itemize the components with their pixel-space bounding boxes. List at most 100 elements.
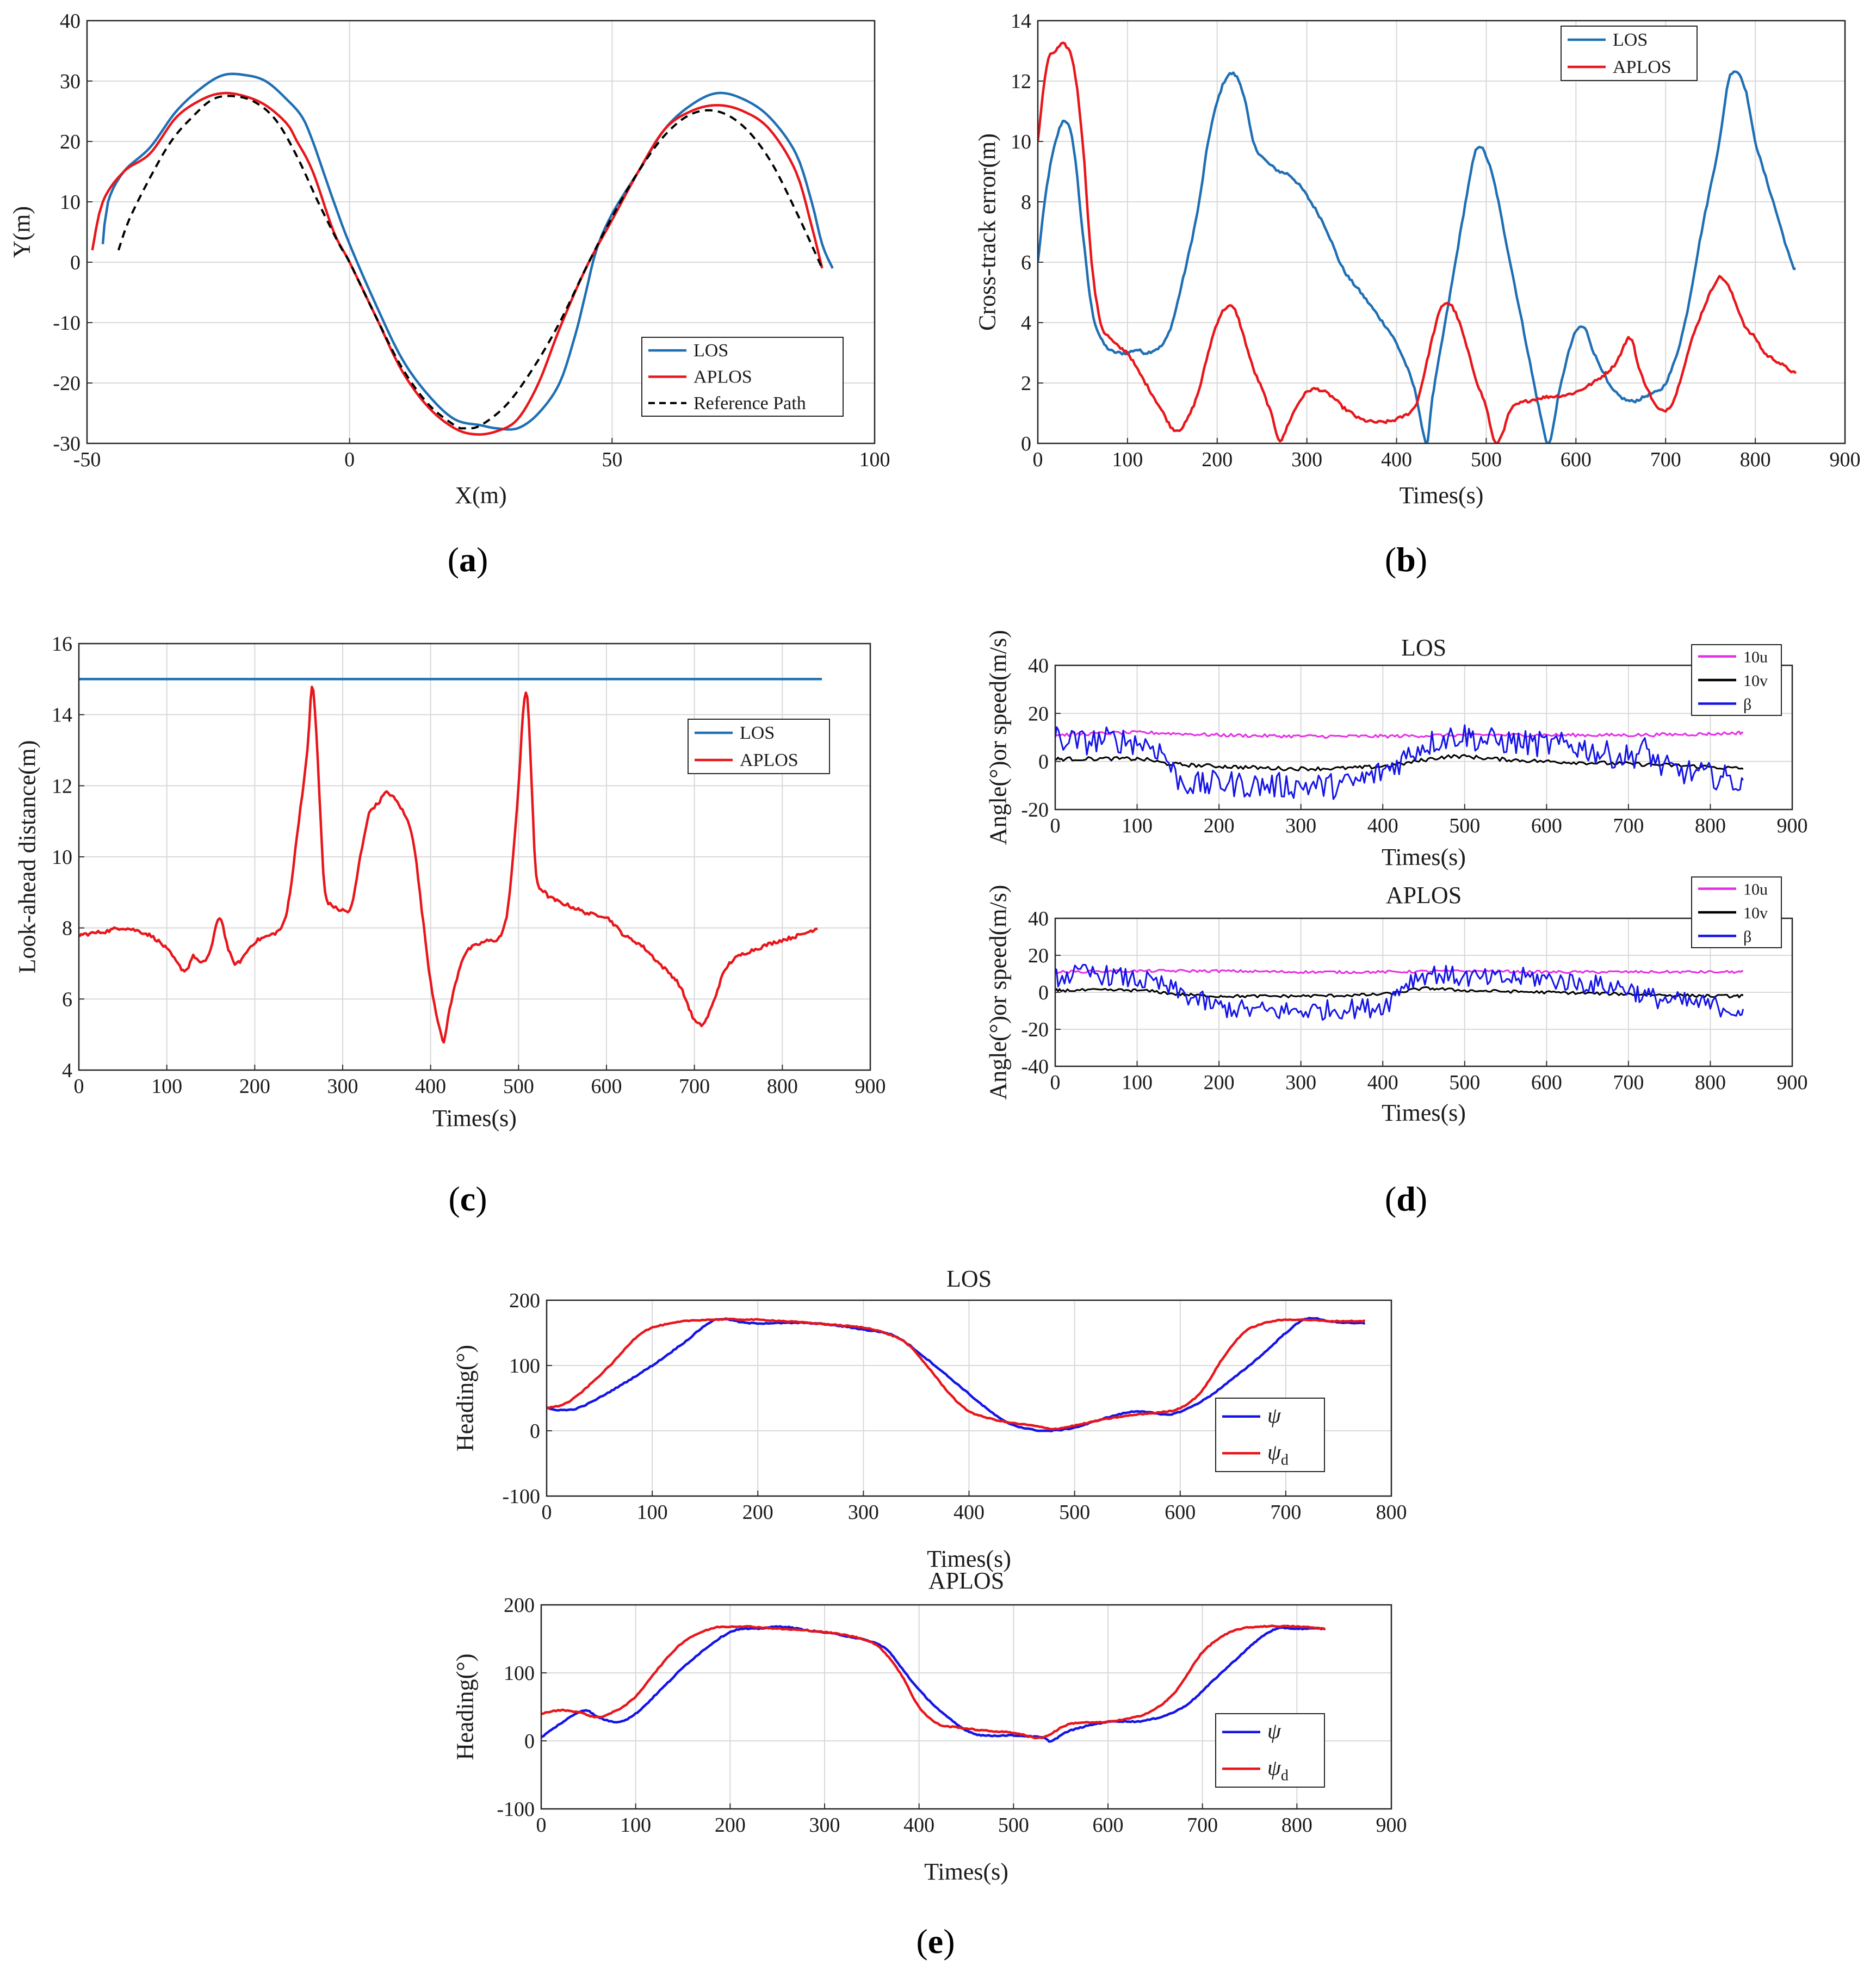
y-tick-label: 16 (52, 633, 72, 656)
legend-psi-subscript: d (1281, 1451, 1289, 1468)
y-tick-label: 2 (1021, 372, 1031, 395)
series-line-aplos (79, 685, 818, 1044)
plot-area: -50 0 50 100-30-20-10010203040X(m)Y(m)LOSAP… (9, 10, 1861, 1885)
y-tick-label: 20 (1028, 702, 1049, 725)
x-axis-label: Times(s) (1382, 1099, 1466, 1126)
x-tick-label: 400 (903, 1814, 934, 1837)
x-tick-label: 200 (239, 1075, 270, 1098)
series-line-aplos (91, 91, 824, 436)
x-tick-label: 300 (848, 1501, 879, 1524)
plot-frame (540, 1604, 1392, 1810)
legend-label-aplos: APLOS (740, 750, 798, 770)
series-line-beta (1055, 724, 1744, 800)
x-tick-label: 100 (1112, 448, 1143, 471)
legend-box (1215, 1398, 1325, 1472)
x-tick-label: 400 (1367, 814, 1398, 837)
x-tick-label: 900 (1777, 814, 1808, 837)
x-tick-label: 200 (1204, 814, 1235, 837)
series-line-10u (1055, 730, 1744, 739)
series-line-psi (541, 1625, 1326, 1743)
x-axis-label: X(m) (455, 482, 506, 509)
x-tick-label: 100 (859, 448, 890, 471)
y-tick-label: 20 (1028, 944, 1049, 967)
chart-a: -50 0 50 100 -30 -20 -10 0 10 20 30 40 X(m) Y(m) LOS AP… (9, 10, 890, 509)
x-tick-label: 400 (1381, 448, 1412, 471)
y-tick-label: 12 (52, 775, 72, 798)
caption-c: (c) (448, 1179, 487, 1218)
x-axis-label: Times(s) (1382, 844, 1466, 870)
legend-label-beta: β (1743, 695, 1751, 713)
y-tick-label: 8 (1021, 191, 1031, 214)
y-tick-label: 14 (1011, 10, 1031, 33)
x-tick-label: 500 (1449, 1071, 1480, 1094)
x-tick-label: 0 (344, 448, 355, 471)
x-tick-label: 900 (1830, 448, 1861, 471)
x-tick-label: 600 (1531, 814, 1562, 837)
legend-label-aplos: APLOS (1613, 57, 1671, 77)
series-line-los (101, 72, 834, 431)
y-axis-label: Angle(°)or speed(m/s) (985, 630, 1012, 845)
plot-frame (1054, 917, 1793, 1067)
legend-psi-symbol: ψ (1267, 1755, 1281, 1780)
x-tick-label: 300 (1291, 448, 1322, 471)
x-axis-label: Times(s) (432, 1105, 517, 1132)
plot-frame (1054, 664, 1793, 811)
x-tick-label: 600 (1165, 1501, 1196, 1524)
x-tick-label: 800 (1695, 1071, 1726, 1094)
y-tick-label: 200 (509, 1289, 540, 1312)
y-tick-label: 10 (1011, 131, 1031, 153)
y-tick-label: -20 (1021, 1018, 1049, 1041)
y-tick-label: 0 (70, 251, 81, 274)
x-tick-label: 0 (542, 1501, 552, 1524)
x-tick-label: 500 (1449, 814, 1480, 837)
x-axis-label: Times(s) (924, 1858, 1008, 1885)
x-tick-label: 800 (1281, 1814, 1312, 1837)
y-tick-label: 0 (1021, 432, 1031, 455)
series-line-aplos (1038, 41, 1797, 443)
y-tick-label: 6 (62, 988, 72, 1011)
series-line-10v (1055, 753, 1744, 771)
y-tick-label: 40 (1028, 907, 1049, 930)
plot-frame (1037, 20, 1846, 444)
legend-label-psi: ψ (1267, 1719, 1281, 1743)
series-line-10v (1055, 986, 1744, 999)
chart-c: 0 100 200 300 400 500 600 700 800 900 4 6 8 10 12 14 16 T… (14, 633, 886, 1132)
x-tick-label: 100 (637, 1501, 668, 1524)
series-line-beta (1055, 963, 1744, 1021)
x-tick-label: 0 (1050, 1071, 1061, 1094)
y-tick-label: -100 (502, 1485, 540, 1508)
y-tick-label: 14 (52, 704, 72, 727)
series-line-10u (1055, 968, 1744, 974)
x-tick-label: 500 (503, 1075, 534, 1098)
series-line-psid (541, 1624, 1326, 1740)
plot-frame (78, 642, 871, 1071)
x-tick-label: 100 (1122, 1071, 1153, 1094)
y-tick-label: -20 (53, 372, 81, 395)
x-axis-label: Times(s) (1400, 482, 1484, 509)
x-tick-label: 800 (1695, 814, 1726, 837)
plot-frame (86, 20, 876, 444)
x-tick-label: 700 (1613, 1071, 1644, 1094)
chart-title: APLOS (928, 1567, 1004, 1594)
legend-label-psid: ψd (1267, 1755, 1289, 1784)
x-tick-label: 900 (1376, 1814, 1407, 1837)
legend-label-beta: β (1743, 928, 1751, 946)
y-tick-label: 20 (60, 131, 81, 153)
plot-frame (546, 1299, 1392, 1497)
legend-box (1215, 1713, 1325, 1788)
x-tick-label: 300 (809, 1814, 840, 1837)
x-tick-label: 700 (1650, 448, 1681, 471)
legend-label-aplos: APLOS (694, 367, 752, 387)
y-tick-label: 0 (1038, 751, 1049, 774)
series-line-psi (547, 1317, 1366, 1432)
legend-box (1561, 26, 1698, 81)
legend-label-10v: 10v (1743, 672, 1768, 690)
x-tick-label: 600 (1561, 448, 1592, 471)
y-tick-label: 8 (62, 917, 72, 940)
legend-label-los: LOS (740, 723, 775, 743)
y-axis-label: Cross-track error(m) (974, 133, 1001, 331)
y-tick-label: 30 (60, 70, 81, 93)
caption-d: (d) (1385, 1179, 1427, 1218)
series-line-reference-path (117, 95, 824, 430)
x-tick-label: 700 (679, 1075, 710, 1098)
